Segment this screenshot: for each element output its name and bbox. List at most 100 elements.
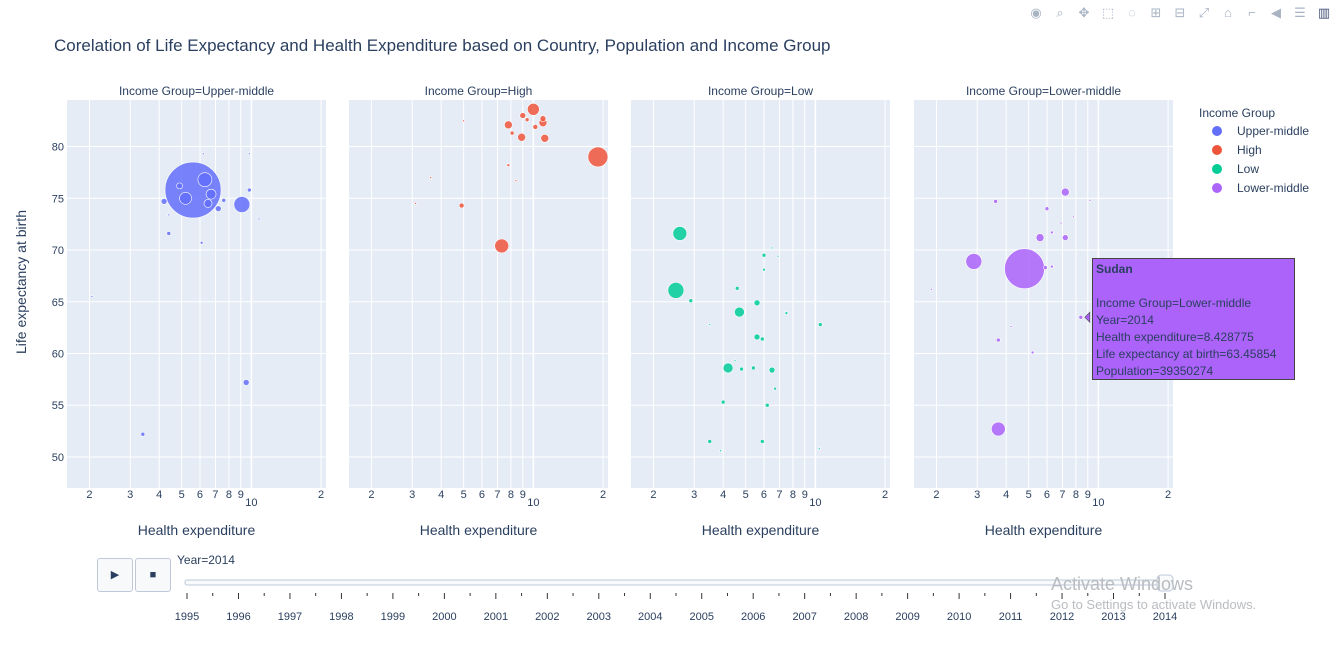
data-point[interactable] [199,240,204,245]
data-point[interactable] [1004,248,1045,289]
data-point[interactable] [462,119,465,122]
slider-year-label[interactable]: 2009 [895,611,919,623]
data-point[interactable] [720,399,726,405]
autoscale-icon[interactable]: ⤢ [1198,5,1210,20]
data-point[interactable] [770,246,774,250]
data-point[interactable] [739,366,744,372]
data-point[interactable] [539,115,547,122]
data-point[interactable] [90,295,94,298]
slider-year-label[interactable]: 2012 [1050,611,1074,623]
slider-year-label[interactable]: 2005 [689,611,713,623]
data-point[interactable] [768,366,776,374]
data-point[interactable] [166,231,172,236]
stop-button[interactable]: ■ [135,558,171,592]
data-point[interactable] [1072,215,1075,219]
data-point[interactable] [242,379,250,386]
data-point[interactable] [784,311,789,315]
data-point[interactable] [414,202,417,205]
data-point[interactable] [776,254,780,258]
slider-year-label[interactable]: 1996 [226,611,250,623]
data-point[interactable] [176,182,183,190]
slider-year-label[interactable]: 1998 [329,611,353,623]
data-point[interactable] [524,117,530,122]
legend-item-label[interactable]: Low [1237,162,1259,176]
data-point[interactable] [817,322,823,327]
zoom-out-icon[interactable]: ⊟ [1174,5,1186,20]
data-point[interactable] [1030,350,1035,355]
slider-year-label[interactable]: 1997 [278,611,302,623]
data-point[interactable] [672,226,688,241]
slider-year-label[interactable]: 2000 [432,611,456,623]
data-point[interactable] [494,238,509,254]
slider-year-label[interactable]: 2011 [999,611,1023,623]
data-point[interactable] [1061,187,1070,197]
pan-icon[interactable]: ✥ [1078,5,1090,20]
data-point[interactable] [759,439,765,444]
data-point[interactable] [688,298,694,304]
legend-item-label[interactable]: Lower-middle [1237,181,1309,195]
year-slider[interactable]: 1995 1996 1997 1998 1999 2000 2001 2002 2003 2004… [175,574,1177,623]
data-point[interactable] [929,288,933,291]
slider-year-label[interactable]: 2004 [638,611,662,623]
data-point[interactable] [993,199,998,204]
data-point[interactable] [233,196,251,213]
legend-item-label[interactable]: High [1237,143,1262,157]
data-point[interactable] [247,187,252,193]
zoom-icon[interactable]: ⌕ [1056,5,1064,20]
data-point[interactable] [1050,264,1054,269]
slider-year-label[interactable]: 2010 [947,611,971,623]
reset-icon[interactable]: ⌂ [1224,5,1232,20]
slider-year-label[interactable]: 2013 [1101,611,1125,623]
slider-year-label[interactable]: 1995 [175,611,199,623]
slider-year-label[interactable]: 1999 [381,611,405,623]
data-point[interactable] [734,286,740,291]
data-point[interactable] [504,120,513,130]
slider-rail[interactable] [184,579,1168,586]
data-point[interactable] [753,299,761,307]
data-point[interactable] [506,163,511,167]
legend-item-label[interactable]: Upper-middle [1237,124,1309,138]
data-point[interactable] [733,359,737,363]
data-point[interactable] [707,439,713,444]
data-point[interactable] [527,103,540,116]
data-point[interactable] [587,146,609,168]
data-point[interactable] [197,172,213,187]
slider-year-label[interactable]: 2014 [1153,611,1177,623]
data-point[interactable] [753,333,761,341]
spike-icon[interactable]: ⌐ [1248,5,1256,20]
hover-closest-icon[interactable]: ◀ [1271,5,1281,20]
data-point[interactable] [764,402,770,408]
slider-year-label[interactable]: 2008 [844,611,868,623]
data-point[interactable] [667,282,685,299]
data-point[interactable] [540,133,550,143]
data-point[interactable] [965,253,983,270]
hover-compare-icon[interactable]: ☰ [1294,5,1306,20]
slider-year-label[interactable]: 2002 [535,611,559,623]
data-point[interactable] [429,176,432,179]
data-point[interactable] [708,323,712,326]
data-point[interactable] [458,202,465,209]
slider-handle[interactable] [1156,574,1174,592]
slider-year-label[interactable]: 2003 [587,611,611,623]
data-point[interactable] [1044,206,1050,211]
slider-year-label[interactable]: 2006 [741,611,765,623]
data-point[interactable] [517,132,526,142]
data-point[interactable] [167,213,171,217]
data-point[interactable] [201,152,205,156]
data-point[interactable] [205,188,217,200]
data-point[interactable] [759,336,765,342]
data-point[interactable] [996,337,1001,343]
data-point[interactable] [722,362,734,374]
data-point[interactable] [751,365,756,371]
zoom-in-icon[interactable]: ⊞ [1150,5,1162,20]
data-point[interactable] [761,252,767,258]
data-point[interactable] [1009,325,1013,328]
data-point[interactable] [719,449,722,453]
data-point[interactable] [203,199,213,208]
data-point[interactable] [1062,234,1069,241]
box-select-icon[interactable]: ⬚ [1101,5,1115,20]
data-point[interactable] [1059,221,1063,225]
plotly-logo-icon[interactable]: ▥ [1317,5,1331,20]
data-point[interactable] [514,179,518,183]
data-point[interactable] [248,152,251,156]
